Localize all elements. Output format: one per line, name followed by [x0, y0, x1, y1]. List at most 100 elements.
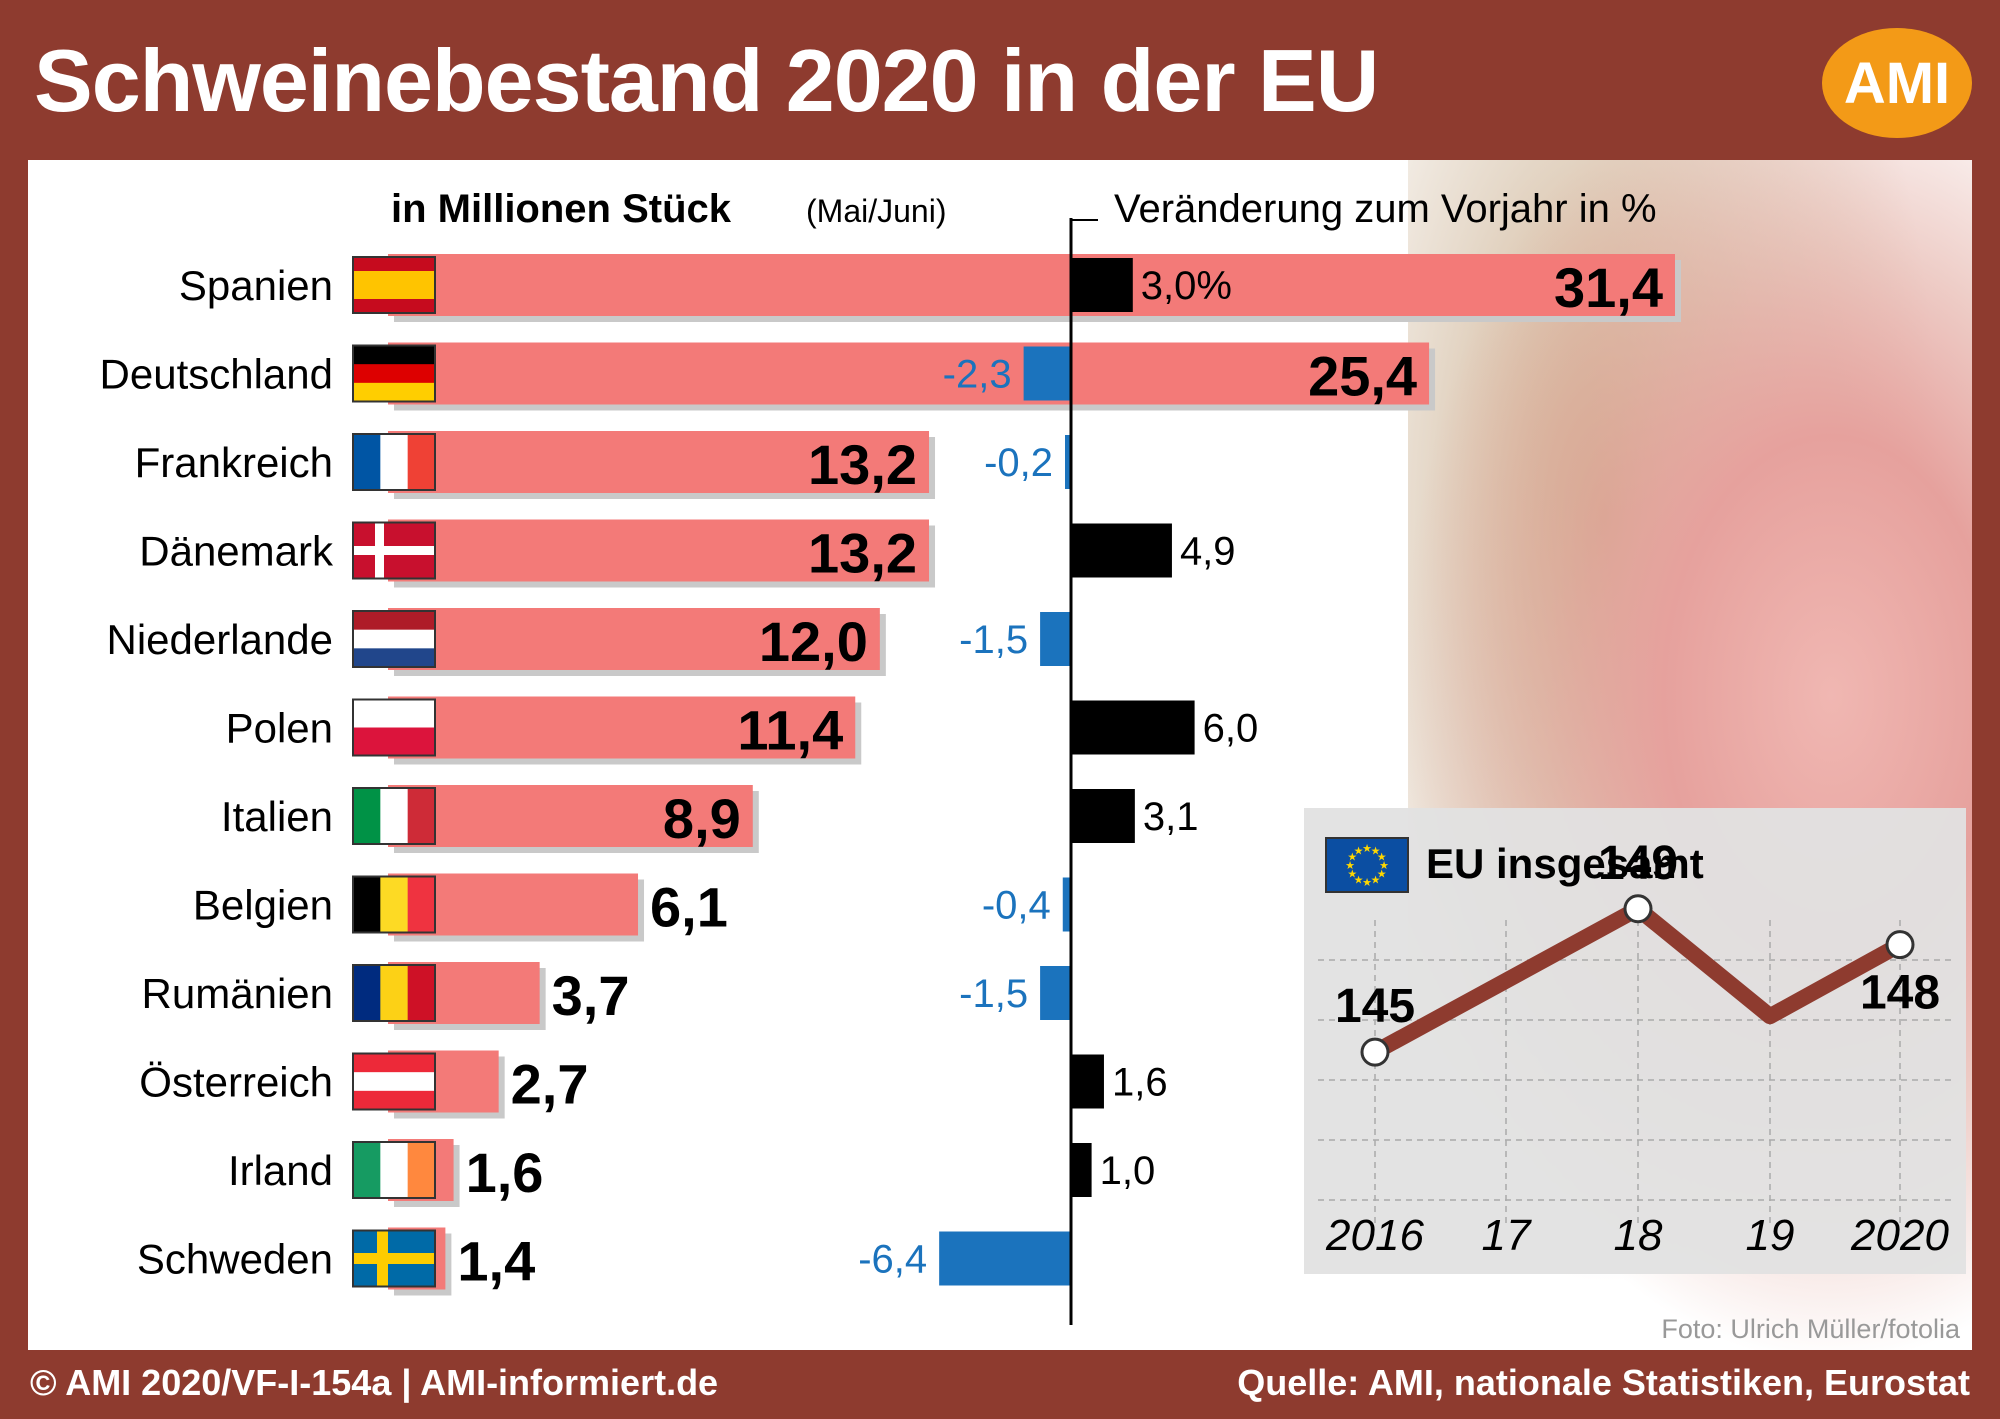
- eu-x-tick-label: 2020: [1850, 1211, 1949, 1260]
- herd-header-main: in Millionen Stück: [391, 187, 732, 231]
- eu-star-icon: ★: [1379, 860, 1389, 872]
- eu-inset-title: EU insgesamt: [1426, 840, 1704, 887]
- change-value-label: 3,0%: [1141, 264, 1232, 308]
- ami-logo: AMI: [1822, 28, 1972, 138]
- change-value-label: -1,5: [959, 972, 1028, 1016]
- herd-header-sub: (Mai/Juni): [806, 193, 946, 229]
- change-header: Veränderung zum Vorjahr in %: [1114, 187, 1657, 231]
- change-bar-positive: [1071, 523, 1172, 578]
- change-bar-negative: [1023, 346, 1071, 401]
- change-value-label: -1,5: [959, 618, 1028, 662]
- herd-bar: [388, 342, 1430, 405]
- eu-flag: ★★★★★★★★★★★★: [1325, 837, 1409, 893]
- change-value-label: 3,1: [1143, 795, 1199, 839]
- herd-value-label: 1,6: [466, 1141, 544, 1204]
- chart-title: Schweinebestand 2020 in der EU: [34, 31, 1379, 130]
- chart-svg: in Millionen Stück (Mai/Juni) Veränderun…: [100, 187, 1966, 1344]
- flag-ireland-icon: [352, 1141, 436, 1199]
- herd-bar: [388, 431, 930, 493]
- change-value-label: -2,3: [943, 353, 1012, 397]
- flag-belgium-icon: [352, 875, 436, 934]
- footer-source: Quelle: AMI, nationale Statistiken, Euro…: [1237, 1362, 1970, 1403]
- country-label: Rumänien: [142, 970, 333, 1017]
- country-label: Irland: [228, 1147, 333, 1194]
- eu-data-point: [1360, 1037, 1390, 1067]
- change-value-label: -0,2: [984, 441, 1053, 485]
- country-label: Niederlande: [107, 616, 334, 663]
- flag-denmark-icon: [352, 521, 436, 580]
- change-value-label: 1,0: [1100, 1149, 1156, 1193]
- flag-poland-icon: [352, 698, 436, 757]
- herd-value-label: 11,4: [737, 699, 843, 762]
- country-label: Deutschland: [100, 351, 333, 398]
- eu-inset-background: [1304, 808, 1966, 1274]
- change-value-label: 1,6: [1112, 1061, 1168, 1105]
- herd-value-label: 3,7: [552, 964, 630, 1027]
- eu-star-icon: ★: [1347, 852, 1357, 864]
- country-label: Österreich: [139, 1059, 333, 1106]
- change-value-label: 6,0: [1203, 707, 1259, 751]
- herd-value-label: 6,1: [650, 876, 728, 939]
- country-label: Belgien: [193, 882, 333, 929]
- herd-bar: [388, 785, 753, 847]
- eu-star-icon: ★: [1371, 845, 1381, 857]
- flag-sweden-icon: [352, 1229, 436, 1288]
- eu-inset: ★★★★★★★★★★★★ EU insgesamt 145 149 148 2016…: [1304, 808, 1966, 1274]
- eu-star-icon: ★: [1362, 877, 1372, 889]
- change-bar-negative: [1062, 877, 1071, 932]
- eu-point-label: 149: [1598, 837, 1678, 890]
- change-bar-positive: [1071, 789, 1135, 843]
- flag-germany-icon: [352, 344, 436, 403]
- flag-austria-icon: [352, 1052, 436, 1111]
- country-label: Frankreich: [135, 439, 333, 486]
- herd-bar: [388, 608, 880, 670]
- eu-series-line: [1367, 900, 1908, 1061]
- eu-x-tick-label: 19: [1746, 1211, 1795, 1260]
- change-bar-positive: [1071, 700, 1195, 755]
- herd-bar: [388, 254, 1675, 316]
- herd-bar: [388, 696, 856, 759]
- change-bar-negative: [1065, 435, 1071, 489]
- eu-x-tick-label: 2016: [1325, 1211, 1424, 1260]
- country-label: Spanien: [179, 262, 333, 309]
- eu-star-icon: ★: [1347, 869, 1357, 881]
- country-label: Italien: [221, 793, 333, 840]
- change-value-label: -0,4: [982, 884, 1051, 928]
- herd-value-label: 25,4: [1308, 345, 1417, 408]
- eu-star-icon: ★: [1371, 875, 1381, 887]
- photo-credit: Foto: Ulrich Müller/fotolia: [1661, 1314, 1961, 1344]
- herd-value-label: 31,4: [1554, 256, 1663, 319]
- eu-star-icon: ★: [1354, 845, 1364, 857]
- footer-copyright: © AMI 2020/VF-I-154a | AMI-informiert.de: [30, 1362, 719, 1403]
- flag-spain-icon: [352, 256, 436, 314]
- eu-data-point: [1623, 894, 1653, 924]
- change-bar-positive: [1071, 258, 1133, 312]
- change-value-label: -6,4: [858, 1238, 927, 1282]
- herd-value-label: 8,9: [663, 787, 741, 850]
- flag-romania-icon: [352, 964, 436, 1022]
- eu-x-tick-label: 18: [1614, 1211, 1663, 1260]
- eu-data-point: [1885, 930, 1915, 960]
- eu-point-label: 145: [1335, 980, 1415, 1033]
- change-bar-negative: [1040, 612, 1071, 666]
- change-bar-negative: [1040, 966, 1071, 1020]
- herd-value-label: 12,0: [759, 610, 868, 673]
- change-value-label: 4,9: [1180, 530, 1236, 574]
- country-label: Polen: [226, 705, 333, 752]
- change-bar-positive: [1071, 1143, 1092, 1197]
- eu-star-icon: ★: [1377, 852, 1387, 864]
- flag-france-icon: [352, 433, 436, 491]
- herd-value-label: 13,2: [808, 433, 917, 496]
- eu-star-icon: ★: [1345, 860, 1355, 872]
- eu-x-tick-label: 17: [1482, 1211, 1532, 1260]
- herd-value-label: 13,2: [808, 522, 917, 585]
- change-bar-negative: [939, 1231, 1071, 1286]
- herd-value-label: 2,7: [511, 1053, 589, 1116]
- eu-point-label: 148: [1860, 967, 1940, 1020]
- eu-star-icon: ★: [1354, 875, 1364, 887]
- herd-bar: [388, 519, 930, 582]
- herd-value-label: 1,4: [457, 1230, 535, 1293]
- country-label: Dänemark: [139, 528, 334, 575]
- country-label: Schweden: [137, 1236, 333, 1283]
- eu-star-icon: ★: [1362, 843, 1372, 855]
